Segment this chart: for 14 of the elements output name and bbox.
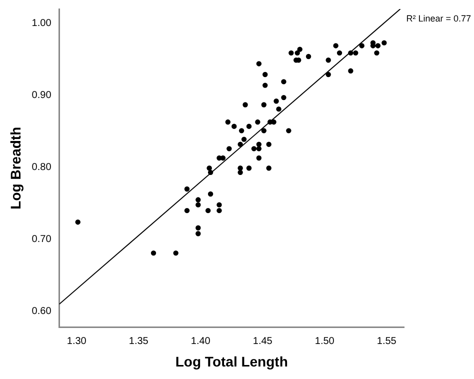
y-tick-label: 0.70 [32,234,52,246]
y-tick-label: 0.90 [32,90,52,102]
y-tick-label: 0.80 [32,162,52,174]
text: R² Linear = 0.77 [406,13,471,24]
x-tick-label: 1.55 [376,336,397,347]
x-tick-label: 1.40 [190,336,211,347]
y-tick-label: 1.00 [32,18,52,30]
y-tick-label: 0.60 [32,306,52,318]
x-tick-label: 1.35 [128,336,149,347]
x-tick-label: 1.45 [252,336,273,347]
x-axis-title: Log Total Length [175,353,288,370]
x-tick-label: 1.30 [66,336,87,347]
y-axis-title: Log Breadth [7,126,24,210]
x-tick-label: 1.50 [314,336,335,347]
